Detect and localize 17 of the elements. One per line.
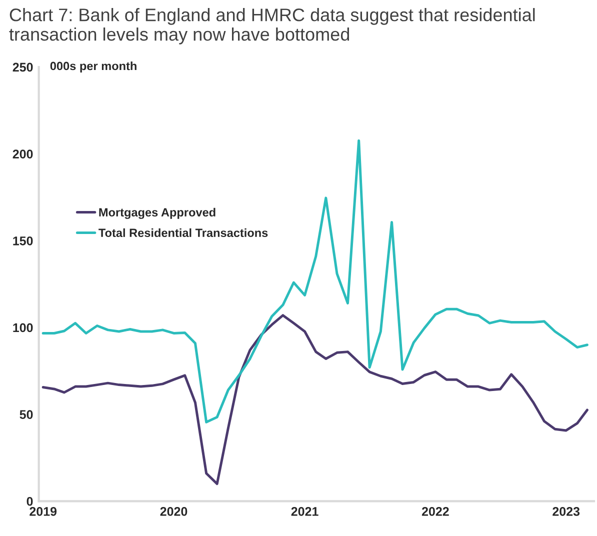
legend-label: Mortgages Approved [99,208,216,219]
y-tick-label: 200 [12,150,33,158]
x-tick-label: 2023 [552,507,580,516]
y-axis-title: 000s per month [50,62,136,72]
y-tick-label: 150 [13,236,33,246]
line-series [42,314,588,486]
x-tick-label: 2020 [160,507,188,516]
y-tick-label: 0 [26,496,33,506]
y-tick-label: 100 [13,323,33,332]
legend-label: Total Residential Transactions [98,228,268,238]
chart-title: Chart 7: Bank of England and HMRC data suggest that residential transaction levels may now have bottomed [9,8,535,44]
x-tick-label: 2019 [30,507,57,516]
line-series [42,139,588,424]
y-tick-label: 50 [20,410,33,419]
x-tick-label: 2021 [291,507,318,516]
x-tick-label: 2022 [422,507,449,516]
y-tick-label: 250 [12,62,33,72]
